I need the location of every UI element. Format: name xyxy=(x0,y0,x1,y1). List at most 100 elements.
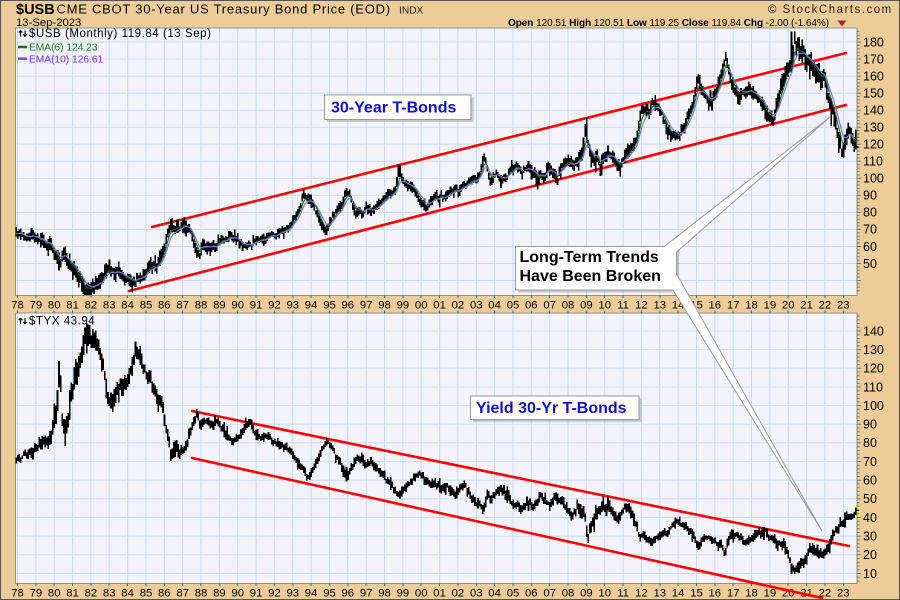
svg-text:11: 11 xyxy=(617,300,629,312)
svg-text:© StockCharts.com: © StockCharts.com xyxy=(768,4,893,16)
svg-text:07: 07 xyxy=(543,300,556,312)
svg-text:91: 91 xyxy=(250,300,263,312)
svg-text:50: 50 xyxy=(863,257,877,271)
svg-text:97: 97 xyxy=(360,588,373,600)
svg-text:20: 20 xyxy=(863,548,877,562)
svg-text:140: 140 xyxy=(863,324,884,338)
svg-text:04: 04 xyxy=(488,588,501,600)
svg-text:11: 11 xyxy=(617,588,629,600)
svg-text:170: 170 xyxy=(863,52,884,66)
svg-text:18: 18 xyxy=(745,300,758,312)
svg-text:03: 03 xyxy=(470,588,483,600)
svg-text:08: 08 xyxy=(562,588,575,600)
svg-text:80: 80 xyxy=(863,206,877,220)
svg-text:79: 79 xyxy=(30,300,43,312)
svg-text:81: 81 xyxy=(66,588,79,600)
svg-text:40: 40 xyxy=(863,511,877,525)
svg-text:89: 89 xyxy=(213,300,226,312)
svg-text:$USB: $USB xyxy=(16,2,55,18)
svg-text:82: 82 xyxy=(85,300,98,312)
svg-text:INDX: INDX xyxy=(399,6,424,17)
svg-text:87: 87 xyxy=(176,300,189,312)
svg-text:98: 98 xyxy=(378,300,391,312)
svg-text:110: 110 xyxy=(863,155,883,169)
svg-text:12: 12 xyxy=(635,588,648,600)
svg-text:92: 92 xyxy=(268,300,281,312)
svg-text:86: 86 xyxy=(158,300,171,312)
svg-text:12: 12 xyxy=(635,300,648,312)
svg-text:02: 02 xyxy=(452,300,465,312)
svg-text:93: 93 xyxy=(287,300,300,312)
svg-text:180: 180 xyxy=(863,35,884,49)
svg-text:30-Year T-Bonds: 30-Year T-Bonds xyxy=(331,100,456,117)
svg-text:16: 16 xyxy=(709,300,722,312)
svg-text:83: 83 xyxy=(103,588,116,600)
svg-text:13: 13 xyxy=(654,588,667,600)
svg-text:120: 120 xyxy=(863,362,884,376)
svg-text:19: 19 xyxy=(764,300,777,312)
svg-text:130: 130 xyxy=(863,121,884,135)
svg-text:99: 99 xyxy=(397,300,410,312)
svg-text:96: 96 xyxy=(342,300,355,312)
svg-text:00: 00 xyxy=(415,300,428,312)
svg-text:$USB (Monthly) 119.84 (13 Sep): $USB (Monthly) 119.84 (13 Sep) xyxy=(29,28,211,40)
svg-text:13-Sep-2023: 13-Sep-2023 xyxy=(16,17,81,29)
svg-text:16: 16 xyxy=(709,588,722,600)
svg-text:30: 30 xyxy=(863,530,877,544)
svg-text:05: 05 xyxy=(507,588,520,600)
svg-text:95: 95 xyxy=(323,588,336,600)
svg-text:Have Been Broken: Have Been Broken xyxy=(520,268,661,285)
svg-text:88: 88 xyxy=(195,300,208,312)
svg-text:83: 83 xyxy=(103,300,116,312)
svg-text:23: 23 xyxy=(837,588,850,600)
svg-text:06: 06 xyxy=(525,588,538,600)
svg-text:06: 06 xyxy=(525,300,538,312)
svg-text:70: 70 xyxy=(863,455,877,469)
svg-text:96: 96 xyxy=(342,588,355,600)
svg-text:22: 22 xyxy=(819,300,832,312)
svg-text:Open 120.51 High 120.51 Low 11: Open 120.51 High 120.51 Low 119.25 Close… xyxy=(508,18,829,29)
svg-text:79: 79 xyxy=(30,588,43,600)
svg-text:21: 21 xyxy=(800,300,813,312)
svg-text:EMA(6) 124.23: EMA(6) 124.23 xyxy=(29,43,98,54)
svg-text:100: 100 xyxy=(863,172,884,186)
svg-text:01: 01 xyxy=(433,300,446,312)
svg-text:15: 15 xyxy=(690,588,703,600)
svg-text:23: 23 xyxy=(837,300,850,312)
svg-text:01: 01 xyxy=(433,588,446,600)
svg-text:00: 00 xyxy=(415,588,428,600)
svg-text:120: 120 xyxy=(863,138,884,152)
svg-text:EMA(10) 126.61: EMA(10) 126.61 xyxy=(29,55,104,66)
svg-text:70: 70 xyxy=(863,223,877,237)
svg-text:94: 94 xyxy=(305,300,318,312)
svg-text:78: 78 xyxy=(11,588,24,600)
svg-text:19: 19 xyxy=(764,588,777,600)
svg-text:150: 150 xyxy=(863,86,884,100)
svg-text:17: 17 xyxy=(727,300,740,312)
svg-text:140: 140 xyxy=(863,104,884,118)
svg-text:86: 86 xyxy=(158,588,171,600)
svg-text:Long-Term Trends: Long-Term Trends xyxy=(520,249,659,266)
svg-text:13: 13 xyxy=(654,300,667,312)
svg-text:50: 50 xyxy=(863,492,877,506)
svg-text:89: 89 xyxy=(213,588,226,600)
svg-text:92: 92 xyxy=(268,588,281,600)
svg-text:05: 05 xyxy=(507,300,520,312)
svg-text:60: 60 xyxy=(863,474,877,488)
svg-text:84: 84 xyxy=(121,300,134,312)
svg-text:94: 94 xyxy=(305,588,318,600)
svg-text:14: 14 xyxy=(672,588,685,600)
svg-text:91: 91 xyxy=(250,588,263,600)
svg-text:95: 95 xyxy=(323,300,336,312)
svg-text:100: 100 xyxy=(863,399,884,413)
svg-text:90: 90 xyxy=(231,300,244,312)
svg-text:87: 87 xyxy=(176,588,189,600)
svg-text:160: 160 xyxy=(863,69,884,83)
svg-text:97: 97 xyxy=(360,300,373,312)
svg-text:90: 90 xyxy=(863,189,877,203)
svg-text:18: 18 xyxy=(745,588,758,600)
svg-text:98: 98 xyxy=(378,588,391,600)
svg-text:80: 80 xyxy=(48,300,61,312)
svg-text:09: 09 xyxy=(580,300,593,312)
svg-text:81: 81 xyxy=(66,300,79,312)
